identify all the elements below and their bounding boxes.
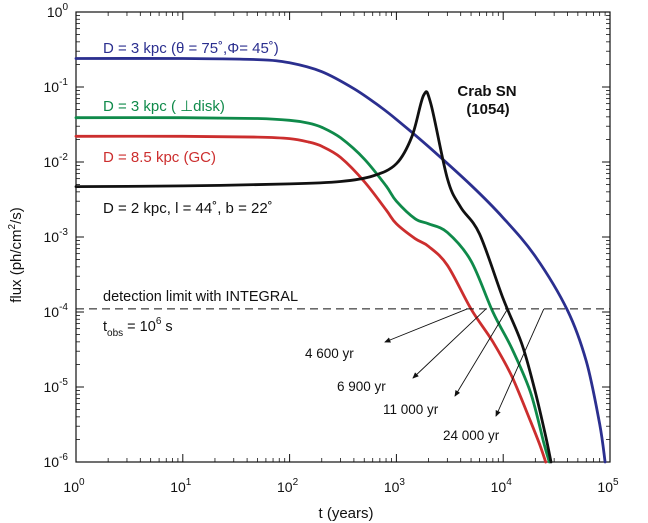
y-label-text-end: /s): [8, 207, 25, 224]
y-tick-base: 10: [44, 379, 60, 395]
series-label-3kpc-perp-disk: D = 3 kpc ( ⊥disk): [103, 98, 225, 115]
x-axis-label: t (years): [318, 505, 373, 522]
series-line-3kpc-theta: [74, 57, 607, 464]
x-tick-label: 100: [63, 477, 85, 495]
x-tick-base: 10: [277, 479, 293, 495]
tobs-label: tobs = 106 s: [103, 316, 173, 339]
x-tick-exp: 2: [293, 477, 299, 488]
annotations-layer: [76, 308, 610, 417]
y-tick-base: 10: [44, 454, 60, 470]
y-tick-exp: -3: [59, 227, 68, 238]
crab-sn-label: Crab SN: [457, 83, 516, 100]
y-tick-exp: -6: [59, 452, 68, 463]
y-tick-exp: -2: [59, 152, 68, 163]
series-line-2kpc-crab: [74, 90, 553, 464]
tobs-sup: 6: [156, 316, 162, 327]
y-tick-base: 10: [47, 4, 63, 20]
series-label-2kpc-crab: D = 2 kpc, l = 44˚, b = 22˚: [103, 200, 273, 217]
y-tick-base: 10: [44, 79, 60, 95]
x-tick-exp: 3: [399, 477, 405, 488]
x-tick-exp: 4: [506, 477, 512, 488]
y-tick-exp: -1: [59, 77, 68, 88]
crossing-label: 6 900 yr: [337, 379, 386, 394]
y-tick-label: 10-4: [44, 302, 69, 320]
crossing-label: 11 000 yr: [383, 402, 439, 417]
series-label-8-5kpc-gc: D = 8.5 kpc (GC): [103, 149, 216, 166]
crossing-arrow: [412, 308, 487, 379]
x-tick-label: 101: [170, 477, 192, 495]
y-label-text: flux (ph/cm: [8, 229, 25, 302]
x-tick-base: 10: [170, 479, 186, 495]
x-tick-exp: 5: [613, 477, 619, 488]
crossing-label: 24 000 yr: [443, 428, 500, 443]
x-tick-label: 105: [597, 477, 619, 495]
crossing-label: 4 600 yr: [305, 346, 354, 361]
y-tick-exp: -5: [59, 377, 68, 388]
x-tick-base: 10: [491, 479, 507, 495]
crab-sn-year-label: (1054): [466, 101, 509, 118]
tobs-unit: s: [161, 319, 172, 335]
y-tick-label: 10-6: [44, 452, 69, 470]
y-tick-exp: 0: [62, 2, 68, 13]
y-tick-base: 10: [44, 154, 60, 170]
x-tick-exp: 1: [186, 477, 192, 488]
y-tick-label: 10-5: [44, 377, 69, 395]
axes-layer: [75, 11, 611, 463]
series-layer: [74, 57, 607, 464]
x-tick-base: 10: [384, 479, 400, 495]
tobs-sub: obs: [107, 328, 123, 339]
series-line-3kpc-perp-disk: [74, 116, 551, 464]
crossing-arrow: [454, 308, 509, 397]
y-tick-base: 10: [44, 229, 60, 245]
series-label-3kpc-theta: D = 3 kpc (θ = 75˚,Φ= 45˚): [103, 40, 279, 57]
y-axis-label: flux (ph/cm2/s): [7, 207, 25, 303]
x-tick-label: 104: [491, 477, 513, 495]
series-line-8-5kpc-gc: [74, 134, 548, 464]
y-tick-label: 10-1: [44, 77, 69, 95]
crossing-arrow: [495, 308, 545, 417]
y-tick-label: 10-2: [44, 152, 69, 170]
y-tick-label: 10-3: [44, 227, 69, 245]
x-tick-exp: 0: [79, 477, 85, 488]
y-tick-exp: -4: [59, 302, 68, 313]
crossing-arrow: [384, 308, 468, 343]
y-label-sup: 2: [7, 223, 18, 229]
y-tick-base: 10: [44, 304, 60, 320]
y-tick-label: 100: [47, 2, 69, 20]
tobs-eq: = 10: [123, 319, 156, 335]
labels-layer: 100 101 102 103 104 10510010-110-210-310-410-…: [7, 2, 619, 522]
x-tick-label: 102: [277, 477, 299, 495]
tobs-t: t: [103, 319, 107, 335]
x-tick-base: 10: [63, 479, 79, 495]
detection-limit-label: detection limit with INTEGRAL: [103, 289, 298, 305]
x-tick-label: 103: [384, 477, 406, 495]
x-tick-base: 10: [597, 479, 613, 495]
